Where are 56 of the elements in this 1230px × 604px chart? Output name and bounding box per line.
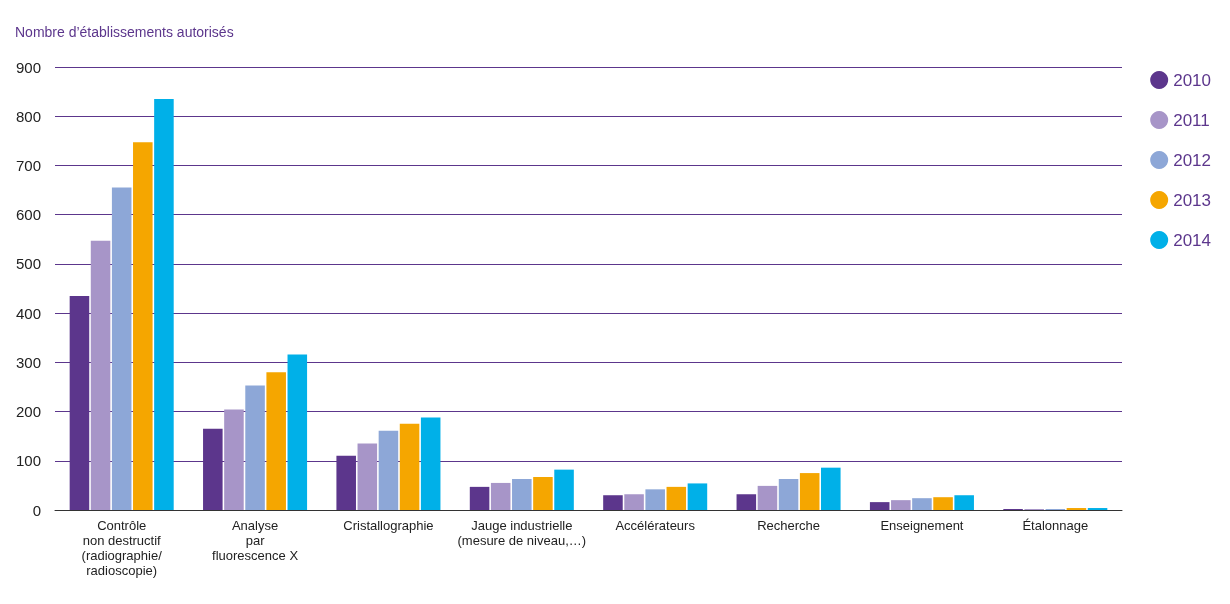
bar xyxy=(490,482,511,510)
y-tick-label: 100 xyxy=(15,452,41,470)
bar xyxy=(90,240,111,510)
y-tick-label: 900 xyxy=(15,58,41,76)
x-tick-label: Cristallographie xyxy=(343,518,434,533)
y-tick-label: 500 xyxy=(15,255,41,273)
bar xyxy=(111,187,132,510)
y-tick-label: 600 xyxy=(15,206,41,224)
y-tick-label: 400 xyxy=(15,304,41,322)
bar xyxy=(287,354,308,510)
bar xyxy=(821,467,841,510)
bar xyxy=(420,417,441,510)
bar xyxy=(799,473,820,510)
y-tick-label: 0 xyxy=(32,501,41,519)
y-axis-title: Nombre d’établissements autorisés xyxy=(15,24,234,40)
bar xyxy=(736,494,757,510)
legend-label: 2010 xyxy=(1173,70,1212,90)
bar xyxy=(933,497,953,510)
x-tick-label: Analyse par fluorescence X xyxy=(212,518,299,563)
bar xyxy=(469,486,490,510)
bar xyxy=(224,409,244,510)
legend-label: 2011 xyxy=(1173,110,1210,130)
legend-label: 2012 xyxy=(1173,150,1212,170)
y-tick-label: 300 xyxy=(15,353,41,371)
bar xyxy=(154,98,174,510)
x-tick-label: Enseignement xyxy=(880,518,964,533)
x-tick-label: Étalonnage xyxy=(1022,518,1089,533)
bar xyxy=(133,142,153,510)
x-tick-label: Jauge industrielle (mesure de niveau,…) xyxy=(457,518,587,548)
bar xyxy=(512,478,532,510)
y-tick-label: 800 xyxy=(15,107,41,125)
x-tick-label: Accélérateurs xyxy=(615,518,696,533)
bar xyxy=(778,478,799,510)
bar xyxy=(378,430,399,510)
bar xyxy=(266,372,286,510)
legend-label: 2013 xyxy=(1173,190,1212,210)
bar xyxy=(533,477,553,510)
bar xyxy=(666,486,687,510)
y-tick-label: 200 xyxy=(15,403,41,421)
bar xyxy=(687,483,708,510)
bar xyxy=(757,485,778,510)
x-tick-label: Contrôle non destructif (radiographie/ radioscopie) xyxy=(81,518,163,578)
bar xyxy=(891,500,911,510)
y-tick-label: 700 xyxy=(15,156,41,174)
bar xyxy=(645,489,665,510)
bar xyxy=(954,495,974,510)
bar xyxy=(624,494,644,510)
bar xyxy=(912,498,932,510)
bar xyxy=(245,385,265,510)
bar xyxy=(357,443,378,510)
bar xyxy=(869,502,890,510)
legend-label: 2014 xyxy=(1173,230,1212,250)
bar xyxy=(399,423,420,510)
bar xyxy=(554,469,574,510)
bar xyxy=(603,495,623,510)
x-tick-label: Recherche xyxy=(757,518,820,533)
